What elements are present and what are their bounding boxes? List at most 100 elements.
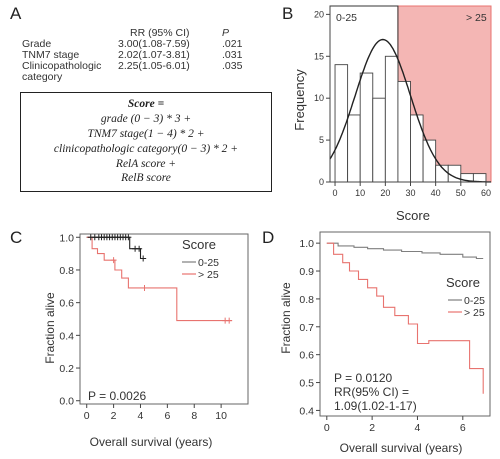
histogram-chart: 0 10 20 30 40 50 60 0 5 10 15 20 Score Frequency 0-… — [292, 5, 492, 223]
x-tick-label: 0 — [324, 422, 330, 434]
plot-frame-d — [319, 231, 491, 417]
row-tnm-p: .031 — [222, 49, 243, 61]
row-grade-p: .021 — [222, 38, 243, 50]
histogram-bar-11 — [472, 173, 487, 183]
x-tick-label: 2 — [111, 410, 117, 422]
row-grade-rr: 3.00(1.08-7.59) — [118, 38, 190, 50]
row-clin-p: .035 — [222, 60, 243, 72]
censor-mark-c — [110, 257, 117, 264]
header-p: P — [222, 27, 230, 39]
score-formula-box: Score = grade (0 − 3) * 3 + TNM7 stage(1… — [20, 92, 272, 192]
km-chart-d: 0 2 4 6 0.4 0.5 0.6 0.7 0.8 0.9 1.0 Score 0-25 > 2… — [279, 231, 491, 455]
y-tick-label: 0.8 — [59, 265, 74, 277]
x-tick-label: 20 — [380, 188, 390, 198]
x-tick-label: 8 — [191, 410, 197, 422]
y-tick-label: 0.8 — [299, 294, 314, 306]
row-clin-name: Clinicopathologic — [22, 60, 102, 72]
x-tick-label: 6 — [460, 422, 466, 434]
region-high-label: > 25 — [466, 12, 487, 24]
legend-d-high: > 25 — [464, 307, 485, 319]
rr-value-d: 1.09(1.02-1-17) — [334, 399, 417, 413]
y-tick-label: 0.4 — [299, 405, 314, 417]
y-tick-label: 15 — [314, 51, 324, 61]
histogram-bar-2 — [359, 72, 374, 183]
legend-d-low: 0-25 — [464, 295, 485, 307]
x-tick-label: 4 — [138, 410, 144, 422]
formula-title: Score = — [127, 98, 165, 110]
y-tick-label: 0 — [319, 177, 324, 187]
y-axis-label-c: Fraction alive — [43, 292, 57, 364]
y-tick-label: 10 — [314, 93, 324, 103]
censor-mark-c — [226, 317, 233, 324]
row-clin-rr: 2.25(1.05-6.01) — [118, 60, 190, 72]
formula-line-1: grade (0 − 3) * 3 + — [100, 113, 192, 125]
censor-mark-c — [125, 234, 132, 241]
y-axis-label: Frequency — [292, 69, 307, 131]
x-tick-label: 0 — [333, 188, 338, 198]
legend-c-high: > 25 — [198, 269, 219, 281]
p-value-c: P = 0.0026 — [88, 389, 146, 403]
survival-line-c-1 — [86, 236, 232, 322]
x-tick-label: 10 — [215, 410, 227, 422]
formula-line-3: clinicopathologic category(0 − 3) * 2 + — [53, 143, 239, 155]
histogram-bar-3 — [372, 97, 386, 183]
header-rr: RR (95% CI) — [130, 27, 190, 39]
y-tick-label: 0.6 — [299, 350, 314, 362]
y-tick-label: 0.6 — [59, 298, 74, 310]
formula-line-5: RelB score — [121, 172, 171, 184]
survival-line-d-1 — [326, 242, 484, 394]
y-tick-label: 0.9 — [299, 266, 314, 278]
row-grade-name: Grade — [22, 38, 52, 50]
p-value-d: P = 0.0120 — [334, 371, 392, 385]
y-axis-label-d: Fraction alive — [279, 282, 293, 354]
x-tick-label: 50 — [456, 188, 466, 198]
y-tick-label: 5 — [319, 135, 324, 145]
x-axis-label-c: Overall survival (years) — [90, 435, 213, 449]
x-tick-label: 0 — [84, 410, 90, 422]
formula-line-4: RelA score + — [115, 158, 177, 170]
y-tick-label: 0.5 — [299, 378, 314, 390]
x-tick-label: 60 — [481, 188, 491, 198]
row-tnm-name: TNM7 stage — [22, 49, 80, 61]
normal-fit-curve — [329, 38, 491, 183]
risk-table: RR (95% CI) P Grade 3.00(1.08-7.59) .021… — [22, 28, 272, 92]
y-tick-label: 0.0 — [59, 396, 74, 408]
histogram-bar-4 — [384, 55, 399, 183]
legend-c-low: 0-25 — [198, 257, 219, 269]
x-tick-label: 6 — [164, 410, 170, 422]
x-tick-label: 40 — [431, 188, 441, 198]
x-tick-label: 4 — [415, 422, 421, 434]
histogram-bar-9 — [447, 164, 462, 183]
rr-label-d: RR(95% CI) = — [334, 385, 409, 399]
survival-line-c-0 — [86, 236, 145, 260]
plot-frame-c — [79, 233, 249, 405]
censor-mark-c — [136, 245, 143, 252]
y-tick-label: 1.0 — [59, 232, 74, 244]
x-axis-label-d: Overall survival (years) — [340, 441, 463, 455]
y-tick-label: 20 — [314, 9, 324, 19]
x-axis-label: Score — [396, 208, 430, 223]
survival-line-d-0 — [326, 242, 484, 260]
legend-title-c: Score — [182, 237, 216, 252]
km-chart-c: 0 2 4 6 8 10 0.0 0.2 0.4 0.6 0.8 1.0 Score 0-25 > 2… — [43, 232, 249, 449]
panel-letter-b: B — [282, 4, 294, 23]
y-tick-label: 0.7 — [299, 322, 314, 334]
region-low-label: 0-25 — [336, 12, 357, 24]
formula-line-2: TNM7 stage(1 − 4) * 2 + — [87, 128, 205, 140]
x-tick-label: 2 — [369, 422, 375, 434]
region-high — [397, 5, 492, 183]
panel-letter-c: C — [10, 228, 23, 247]
panel-letter-d: D — [262, 228, 275, 247]
censor-mark-c — [141, 284, 148, 291]
histogram-bar-1 — [347, 114, 361, 183]
row-tnm-rr: 2.02(1.07-3.81) — [118, 49, 190, 61]
row-clin-name2: category — [22, 71, 63, 83]
y-tick-label: 0.4 — [59, 330, 74, 342]
y-tick-label: 1.0 — [299, 238, 314, 250]
x-tick-label: 10 — [355, 188, 365, 198]
censor-mark-c — [140, 255, 147, 262]
x-tick-label: 30 — [405, 188, 415, 198]
y-tick-label: 0.2 — [59, 363, 74, 375]
histogram-bar-6 — [410, 114, 424, 183]
histogram-bar-5 — [397, 80, 411, 183]
